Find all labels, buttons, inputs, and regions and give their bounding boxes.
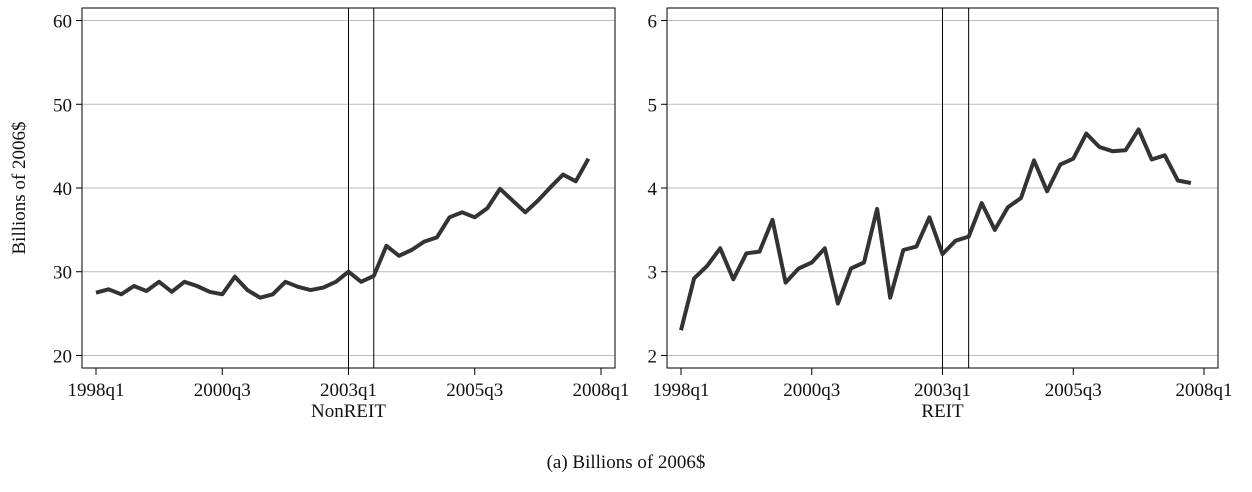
y-tick-label: 6 (648, 12, 658, 33)
y-axis-label: Billions of 2006$ (9, 121, 30, 254)
y-tick-label: 60 (53, 12, 72, 33)
plot-frame (81, 7, 616, 369)
x-tick-label: 2008q1 (573, 380, 630, 401)
y-tick-label: 20 (53, 346, 72, 367)
x-tick-label: 1998q1 (68, 380, 125, 401)
x-tick-label: 2000q3 (194, 380, 251, 401)
caption: (a) Billions of 2006$ (547, 452, 706, 473)
x-tick-label: 2000q3 (783, 380, 840, 401)
x-tick-label: 2005q3 (1045, 380, 1102, 401)
x-tick-label: 2008q1 (1176, 380, 1233, 401)
plot-frame (666, 7, 1219, 369)
series-line (679, 127, 1192, 331)
series-line (95, 157, 591, 300)
y-tick-label: 5 (648, 95, 658, 116)
x-axis-label: REIT (921, 401, 964, 422)
y-tick-label: 40 (53, 179, 72, 200)
y-tick-label: 30 (53, 263, 72, 284)
y-tick-label: 3 (648, 263, 658, 284)
x-tick-label: 2003q1 (320, 380, 377, 401)
y-tick-label: 50 (53, 95, 72, 116)
x-tick-label: 2005q3 (446, 380, 503, 401)
x-axis-label: NonREIT (311, 401, 386, 422)
x-tick-label: 2003q1 (914, 380, 971, 401)
x-tick-label: 1998q1 (653, 380, 710, 401)
y-tick-label: 2 (648, 346, 658, 367)
y-tick-label: 4 (648, 179, 658, 200)
